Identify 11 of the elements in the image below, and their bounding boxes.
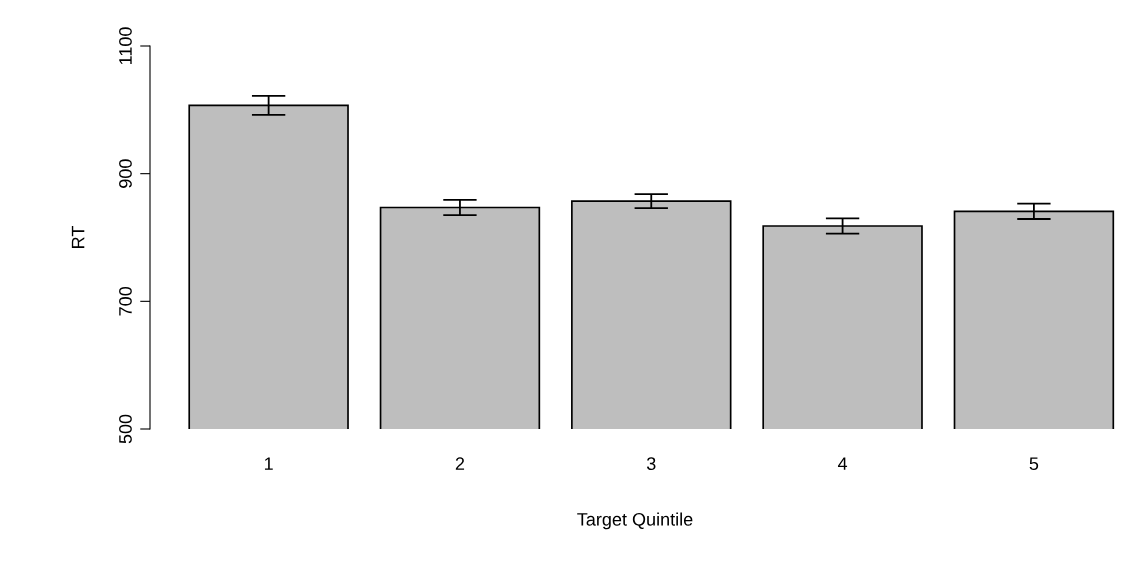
x-tick-label: 1	[264, 457, 273, 470]
y-tick-label: 900	[119, 159, 132, 188]
x-tick-label: 2	[455, 457, 465, 470]
x-axis-title: Target Quintile	[577, 512, 693, 530]
y-axis-title: RT	[71, 226, 85, 248]
x-tick-label: 3	[646, 457, 656, 471]
y-tick-label: 1100	[119, 27, 132, 65]
y-tick-label: 700	[119, 286, 132, 316]
x-tick-label: 4	[837, 457, 848, 470]
y-tick-label: 500	[119, 414, 132, 444]
x-tick-label: 5	[1029, 457, 1039, 471]
